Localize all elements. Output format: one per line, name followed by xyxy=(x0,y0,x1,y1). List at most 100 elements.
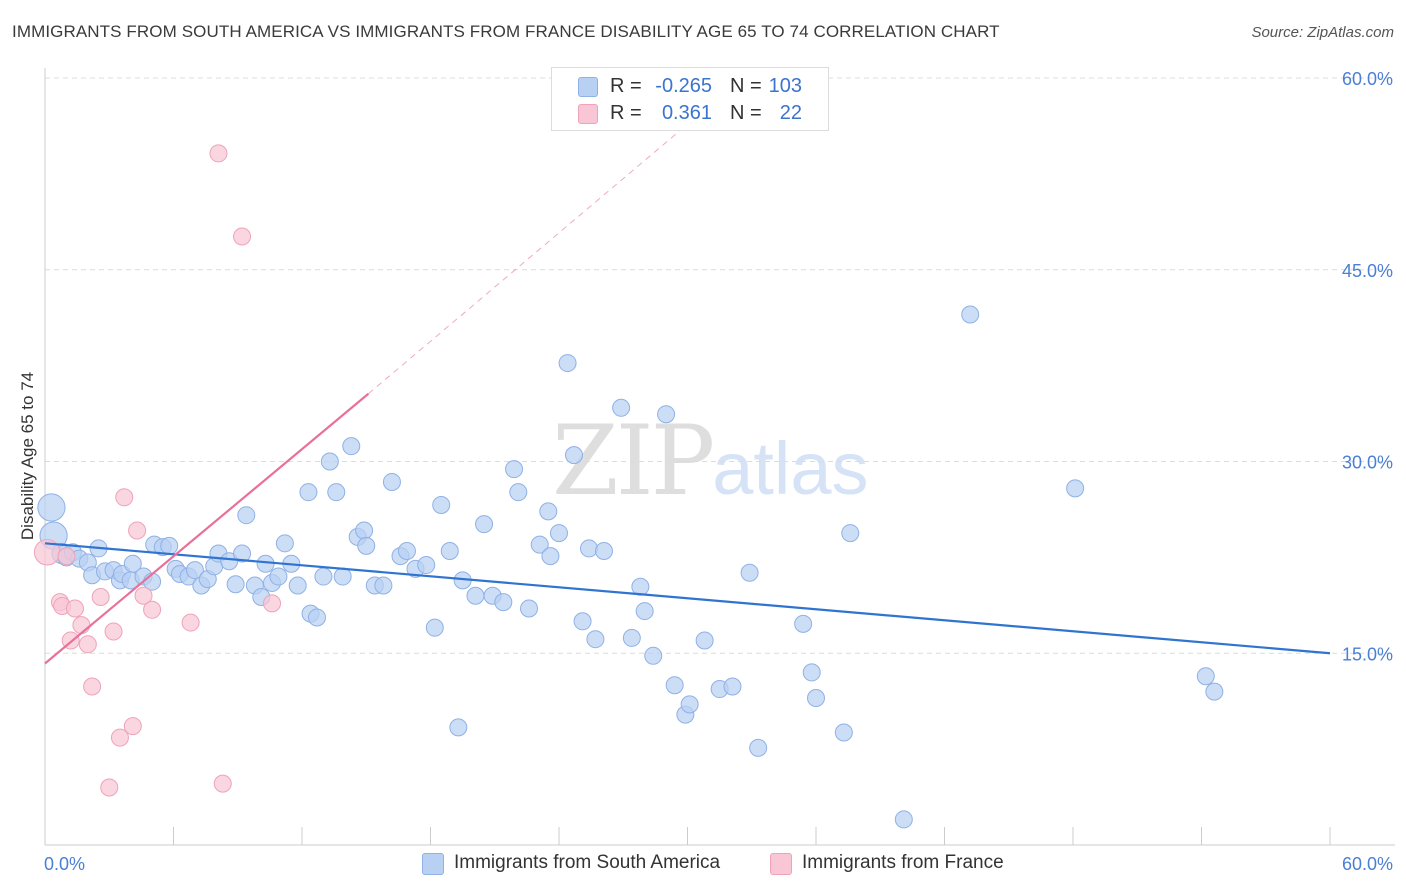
data-point xyxy=(657,405,676,424)
data-point xyxy=(357,536,376,555)
data-point xyxy=(695,631,714,650)
data-point xyxy=(550,524,568,543)
data-point xyxy=(233,227,252,246)
data-point xyxy=(1205,682,1224,701)
data-point xyxy=(417,556,436,575)
legend-r-value: -0.265 xyxy=(655,75,712,97)
y-tick-label: 60.0% xyxy=(1342,69,1393,89)
axis-labels: 15.0% 30.0% 45.0% 60.0% 0.0% 60.0% Disability … xyxy=(18,69,1393,874)
data-point xyxy=(530,535,549,554)
data-point xyxy=(802,663,821,682)
data-point xyxy=(263,594,282,613)
data-point xyxy=(65,599,84,618)
data-point xyxy=(425,618,444,637)
series-legend: Immigrants from South America Immigrants… xyxy=(0,852,1406,878)
legend-r-value: 0.361 xyxy=(661,102,712,124)
data-point xyxy=(449,718,468,737)
data-point xyxy=(327,483,346,502)
data-point xyxy=(143,600,162,619)
data-point xyxy=(83,677,102,696)
legend-label-south-america: Immigrants from South America xyxy=(454,852,721,873)
data-point xyxy=(181,613,200,632)
data-point xyxy=(160,536,179,555)
series-france-points xyxy=(33,144,282,797)
legend-r-label: R = xyxy=(610,75,642,97)
data-point xyxy=(342,437,361,456)
data-point xyxy=(397,541,416,560)
data-point xyxy=(680,695,699,714)
data-point xyxy=(573,612,592,631)
data-point xyxy=(723,677,742,696)
data-point xyxy=(586,630,605,649)
legend-row-south-america: R = -0.265 N = 103 xyxy=(552,74,828,100)
data-point xyxy=(520,599,539,618)
data-point xyxy=(100,778,119,797)
data-point xyxy=(894,810,913,829)
data-point xyxy=(579,539,598,558)
data-point xyxy=(539,502,558,521)
data-point xyxy=(110,728,129,747)
data-point xyxy=(269,567,288,586)
data-point xyxy=(72,616,91,635)
data-point xyxy=(288,576,307,595)
data-point xyxy=(333,567,352,586)
y-tick-label: 45.0% xyxy=(1342,261,1393,281)
data-point xyxy=(134,586,153,605)
data-point xyxy=(299,483,318,502)
legend-swatch-blue xyxy=(422,853,444,875)
data-point xyxy=(564,446,583,465)
data-point xyxy=(382,472,401,491)
trend-line-france-extension xyxy=(368,96,720,395)
data-point xyxy=(509,483,528,502)
data-point xyxy=(128,521,147,540)
data-point xyxy=(432,495,451,514)
data-point xyxy=(226,575,245,594)
legend-swatch-blue xyxy=(578,77,598,97)
data-point xyxy=(466,586,485,605)
legend-swatch-pink xyxy=(578,104,598,124)
legend-n-label: N = xyxy=(730,102,762,124)
data-point xyxy=(320,452,339,471)
x-tick-label: 0.0% xyxy=(44,854,85,874)
x-tick-label: 60.0% xyxy=(1342,854,1393,874)
data-point xyxy=(374,576,393,595)
data-point xyxy=(644,646,663,665)
data-point xyxy=(91,588,110,607)
data-point xyxy=(494,593,513,612)
y-tick-label: 15.0% xyxy=(1342,644,1393,664)
data-point xyxy=(213,774,232,793)
legend-n-label: N = xyxy=(730,75,762,97)
legend-r-label: R = xyxy=(610,102,642,124)
data-point xyxy=(807,688,825,707)
data-point xyxy=(78,635,97,654)
correlation-legend: R = -0.265 N = 103 R = 0.361 N = 22 xyxy=(551,67,829,131)
source-credit: Source: ZipAtlas.com xyxy=(1251,24,1394,41)
data-point xyxy=(541,547,560,566)
y-tick-label: 30.0% xyxy=(1342,453,1393,473)
data-point xyxy=(440,541,459,560)
trend-line-france xyxy=(44,392,370,665)
data-point xyxy=(749,738,768,757)
axes xyxy=(44,68,1395,846)
data-point xyxy=(123,717,142,736)
y-axis-label: Disability Age 65 to 74 xyxy=(18,372,37,540)
data-point xyxy=(355,521,374,540)
data-point xyxy=(275,534,294,553)
data-point xyxy=(475,515,494,534)
legend-n-value: 103 xyxy=(768,75,802,97)
legend-row-france: R = 0.361 N = 22 xyxy=(552,101,828,127)
data-point xyxy=(57,547,76,566)
legend-label-france: Immigrants from France xyxy=(802,852,1004,873)
data-point xyxy=(185,561,204,580)
data-point xyxy=(635,602,654,621)
data-point xyxy=(961,305,980,324)
trend-lines xyxy=(44,96,1331,665)
data-point xyxy=(665,676,684,695)
watermark-atlas: atlas xyxy=(712,427,869,510)
data-point xyxy=(834,723,853,742)
data-point xyxy=(794,614,813,633)
data-point xyxy=(622,628,641,647)
data-point xyxy=(1066,479,1085,498)
data-point xyxy=(307,608,326,627)
